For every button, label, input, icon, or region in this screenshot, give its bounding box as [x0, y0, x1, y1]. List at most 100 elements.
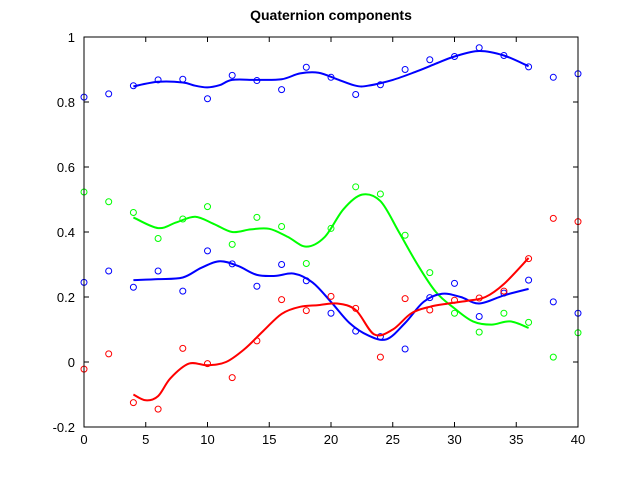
- series-0-point: [129, 82, 137, 90]
- series-3-point: [500, 287, 508, 295]
- series-1-point: [154, 235, 162, 242]
- series-1-point: [179, 215, 187, 223]
- series-0-point: [549, 73, 557, 81]
- series-3-point: [278, 296, 286, 304]
- series-3-point: [154, 405, 162, 413]
- series-2-point: [525, 276, 533, 284]
- series-2-point: [500, 289, 508, 297]
- y-tick-label: 0: [68, 355, 75, 370]
- series-1-point: [302, 260, 310, 268]
- series-3-point: [451, 296, 458, 304]
- y-axis: -0.2 0 0.2 0.4 0.6 0.8 1: [53, 30, 578, 435]
- series-1-point: [549, 353, 557, 361]
- x-tick-label: 5: [142, 432, 149, 447]
- y-tick-label: 1: [68, 30, 75, 45]
- series-3-point: [302, 307, 310, 315]
- series-0-point: [228, 71, 236, 79]
- series-1-point: [253, 213, 261, 221]
- series-0-point: [204, 95, 211, 103]
- series-2-point: [228, 260, 236, 268]
- series-3-point: [204, 360, 211, 368]
- series-0-point: [278, 86, 286, 94]
- series-0-point: [451, 53, 458, 60]
- x-tick-label: 0: [80, 432, 87, 447]
- y-tick-label: -0.2: [53, 420, 75, 435]
- series-1-point: [525, 318, 533, 326]
- series-0-point: [525, 63, 533, 71]
- series-2-point: [253, 282, 261, 290]
- x-tick-label: 10: [200, 432, 214, 447]
- series-1-point: [228, 240, 236, 248]
- series-2-point: [327, 309, 335, 317]
- series-1: [80, 183, 582, 361]
- series-3-point: [549, 214, 557, 222]
- x-tick-label: 40: [571, 432, 585, 447]
- y-tick-label: 0.4: [57, 225, 75, 240]
- x-tick-label: 25: [386, 432, 400, 447]
- series-3-point: [179, 344, 187, 352]
- chart-title: Quaternion components: [250, 7, 412, 23]
- series-3-point: [376, 353, 384, 361]
- series-1-point: [105, 198, 113, 206]
- series-0-point: [154, 76, 162, 84]
- series-1-point: [500, 309, 508, 317]
- series-1-point: [401, 231, 409, 239]
- series-3-point: [475, 294, 483, 302]
- series-3-point: [426, 306, 434, 314]
- series-1-point: [475, 328, 483, 336]
- x-axis: 0 5 10 15 20 25 30 35 40: [80, 37, 585, 447]
- series-2-point: [105, 267, 113, 275]
- series-0-point: [426, 56, 434, 64]
- series-2-point: [154, 267, 162, 275]
- series-1-point: [352, 183, 360, 191]
- series-0-point: [401, 66, 409, 73]
- series-1-point: [204, 203, 211, 211]
- series-0-point: [352, 91, 360, 99]
- series-2-point: [451, 279, 458, 287]
- series-1-point: [278, 222, 286, 230]
- series-2-point: [426, 294, 434, 302]
- series-1-point: [426, 269, 434, 277]
- series-3-point: [129, 399, 137, 407]
- series-0-point: [475, 44, 483, 52]
- x-tick-label: 15: [262, 432, 276, 447]
- series-2-point: [204, 247, 211, 255]
- series-3-point: [327, 292, 335, 300]
- series-0-point: [302, 63, 310, 71]
- x-tick-label: 20: [324, 432, 338, 447]
- series-3-point: [253, 337, 261, 345]
- series-0-point: [179, 75, 187, 83]
- series-0-point: [500, 52, 508, 60]
- y-tick-label: 0.6: [57, 160, 75, 175]
- x-tick-label: 30: [447, 432, 461, 447]
- series-1-point: [376, 190, 384, 198]
- series-2-point: [549, 298, 557, 306]
- series-2-point: [278, 261, 286, 268]
- series-2-point: [352, 327, 360, 335]
- series-1-curve: [132, 193, 529, 329]
- x-tick-label: 35: [509, 432, 523, 447]
- y-tick-label: 0.8: [57, 95, 75, 110]
- series-3-point: [352, 304, 360, 312]
- series-0-point: [327, 73, 335, 81]
- series-3-point: [105, 350, 113, 358]
- y-tick-label: 0.2: [57, 290, 75, 305]
- series-1-point: [451, 309, 458, 317]
- series-2: [80, 247, 582, 353]
- series-2-curve: [133, 260, 529, 341]
- series-2-point: [401, 345, 409, 353]
- series-0-point: [253, 77, 261, 85]
- series-3-point: [401, 295, 409, 303]
- series-3-point: [228, 374, 236, 382]
- series-0-point: [376, 81, 384, 89]
- series-2-point: [179, 287, 187, 295]
- series-2-point: [475, 313, 483, 320]
- series-1-point: [129, 209, 137, 216]
- series-1-point: [327, 224, 335, 232]
- series-2-point: [376, 333, 384, 341]
- series-layer: [80, 44, 582, 413]
- series-3-point: [525, 255, 533, 263]
- series-2-point: [302, 277, 310, 285]
- series-0-curve: [133, 49, 529, 89]
